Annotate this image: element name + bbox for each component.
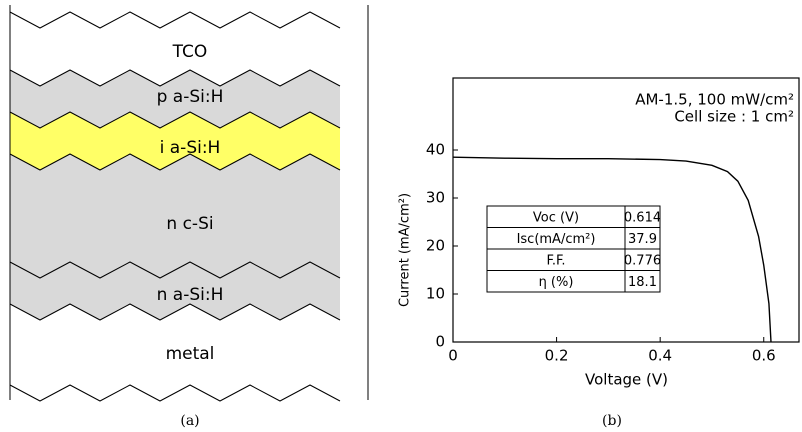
- table-cell: Isc(mA/cm²): [517, 232, 596, 247]
- layer-boundary: [9, 303, 341, 321]
- x-axis-label: Voltage (V): [585, 371, 668, 389]
- x-tick-label: 0.6: [752, 347, 776, 365]
- x-tick-label: 0.4: [648, 347, 672, 365]
- layer-label: TCO: [172, 42, 208, 62]
- caption: (b): [602, 413, 622, 429]
- x-tick-label: 0.2: [545, 347, 569, 365]
- y-tick-label: 30: [426, 189, 445, 207]
- layer-label: p a-Si:H: [157, 87, 224, 107]
- layer-boundary: [9, 153, 341, 171]
- iv-curve: [452, 156, 772, 343]
- table-cell: F.F.: [546, 253, 565, 268]
- x-tick-label: 0: [448, 347, 458, 365]
- table-cell: 18.1: [628, 275, 657, 290]
- caption: (a): [180, 413, 199, 429]
- layer-label: metal: [166, 344, 215, 364]
- table-cell: η (%): [539, 275, 574, 290]
- layer-label: n a-Si:H: [157, 285, 224, 305]
- layer: [10, 304, 340, 401]
- y-tick-label: 10: [426, 285, 445, 303]
- y-tick-label: 20: [426, 237, 445, 255]
- layer: [10, 154, 340, 278]
- layer-boundary: [9, 11, 341, 29]
- layer: [10, 112, 340, 170]
- layer-boundary: [9, 384, 341, 402]
- layer: [10, 12, 340, 86]
- layer-boundary: [9, 261, 341, 279]
- chart: 0 10 20 30 40 0 0.2 0.4 0.6 Voltage (V) Current (m…: [398, 77, 800, 429]
- table-cell: 37.9: [628, 232, 657, 247]
- y-tick-label: 40: [426, 141, 445, 159]
- table-cell: Voc (V): [533, 210, 579, 225]
- layer-label: i a-Si:H: [160, 138, 221, 158]
- layer-boundary: [9, 111, 341, 129]
- layer-label: n c-Si: [166, 214, 213, 234]
- layer-boundary: [9, 69, 341, 87]
- diagram: TCO p a-Si:H i a-Si:H n c-Si n a-Si:H metal (a…: [9, 5, 369, 429]
- annotation: AM-1.5, 100 mW/cm²: [635, 91, 794, 109]
- annotation: Cell size : 1 cm²: [674, 108, 794, 126]
- y-axis-label: Current (mA/cm²): [398, 193, 413, 307]
- layer: [10, 262, 340, 320]
- plot-frame: [452, 77, 800, 343]
- layer: [10, 70, 340, 128]
- table-row: [486, 270, 661, 293]
- table-cell: 0.776: [624, 253, 661, 268]
- y-tick-label: 0: [435, 333, 445, 351]
- table-cell: 0.614: [624, 210, 661, 225]
